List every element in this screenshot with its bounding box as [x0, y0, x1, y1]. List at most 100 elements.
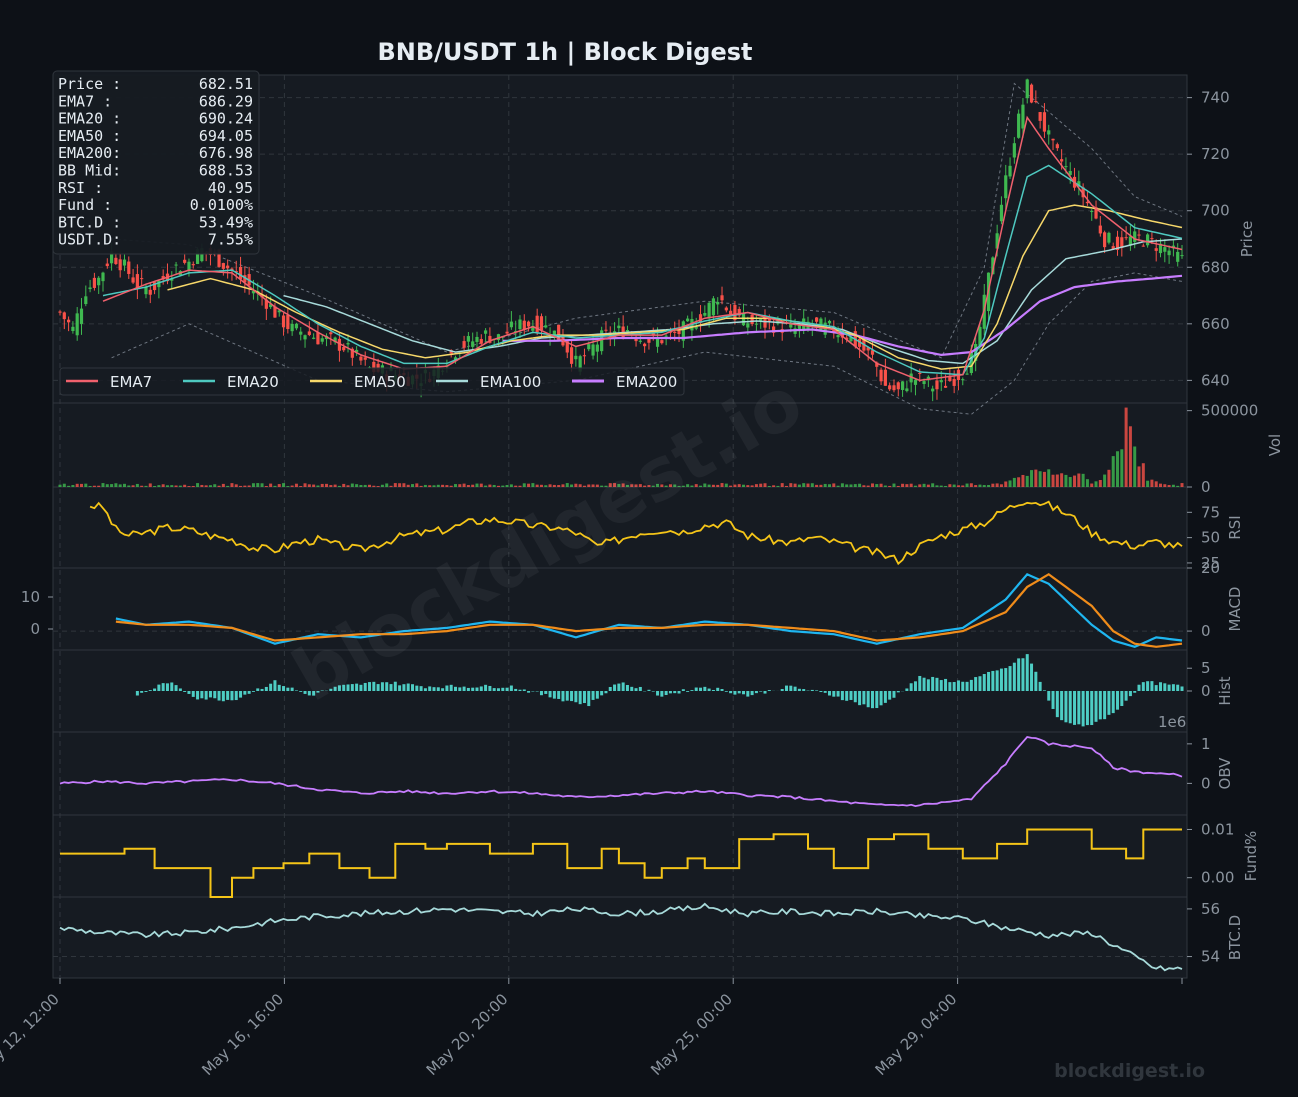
candle-body	[1034, 101, 1038, 103]
volume-bar	[630, 484, 634, 487]
hist-bar	[785, 685, 789, 691]
candle-body	[1146, 234, 1150, 246]
volume-bar	[664, 485, 668, 487]
candle-body	[935, 380, 939, 390]
candle-body	[329, 332, 333, 335]
volume-bar	[337, 485, 341, 487]
hist-bar	[458, 687, 462, 691]
hist-bar	[346, 684, 350, 691]
volume-bar	[1085, 479, 1089, 487]
hist-bar	[165, 683, 169, 691]
volume-bar	[875, 484, 879, 487]
volume-bar	[1081, 473, 1085, 487]
volume-bar	[888, 485, 892, 487]
candle-body	[587, 344, 591, 350]
hist-bar	[1085, 691, 1089, 726]
volume-bar	[1150, 479, 1154, 487]
volume-bar	[79, 483, 83, 487]
candle-body	[694, 326, 698, 329]
volume-bar	[411, 484, 415, 487]
candle-body	[686, 318, 690, 322]
volume-bar	[509, 484, 513, 487]
candle-body	[943, 385, 948, 388]
volume-bar	[170, 485, 174, 487]
volume-bar	[840, 483, 844, 487]
volume-bar	[204, 485, 208, 487]
legend-box	[59, 367, 685, 396]
hist-bar	[832, 691, 836, 697]
volume-bar	[574, 483, 578, 487]
volume-bar	[531, 483, 535, 487]
volume-bar	[118, 484, 122, 487]
candle-body	[118, 259, 122, 271]
candle-body	[122, 259, 127, 266]
volume-bar	[157, 485, 161, 487]
volume-bar	[539, 484, 543, 487]
hist-bar	[866, 691, 870, 708]
candle-body	[965, 373, 969, 375]
hist-bar	[342, 684, 346, 691]
hist-bar	[780, 689, 784, 691]
volume-bar	[243, 485, 247, 487]
candle-body	[505, 331, 509, 334]
candle-body	[518, 319, 522, 330]
volume-bar	[737, 484, 741, 487]
volume-bar	[772, 485, 776, 487]
volume-bar	[720, 483, 724, 487]
hist-bar	[742, 691, 746, 695]
hist-bar	[625, 685, 629, 691]
volume-bar	[299, 485, 303, 487]
volume-bar	[561, 484, 565, 487]
y-tick-label: 50	[1201, 529, 1220, 547]
hist-bar	[1159, 682, 1163, 691]
candle-body	[449, 350, 453, 354]
hist-bar	[1154, 685, 1158, 691]
candle-body	[531, 325, 535, 331]
hist-bar	[1012, 662, 1016, 691]
candle-body	[269, 304, 273, 308]
y-tick-label: 720	[1201, 145, 1230, 163]
volume-bar	[608, 483, 612, 487]
volume-bar	[247, 485, 251, 487]
volume-bar	[849, 484, 853, 487]
hist-bar	[1171, 684, 1175, 691]
candle-body	[170, 279, 174, 281]
hist-bar	[492, 688, 496, 691]
info-label: EMA7 :	[58, 92, 112, 110]
volume-bar	[1128, 426, 1132, 487]
volume-bar	[1055, 474, 1059, 487]
hist-bar	[1141, 682, 1145, 691]
hist-bar	[466, 687, 470, 691]
hist-bar	[956, 680, 960, 691]
volume-bar	[333, 484, 337, 487]
hist-bar	[174, 685, 178, 691]
volume-bar	[127, 485, 131, 487]
volume-bar	[393, 483, 397, 487]
volume-bar	[161, 484, 165, 487]
candle-body	[866, 347, 870, 351]
hist-bar	[1176, 684, 1180, 691]
volume-bar	[694, 484, 698, 487]
y-tick-label: 740	[1201, 89, 1230, 107]
volume-bar	[643, 485, 647, 487]
volume-bar	[131, 485, 135, 487]
volume-bar	[174, 485, 178, 487]
volume-bar	[514, 485, 518, 487]
candle-body	[673, 331, 677, 333]
volume-bar	[518, 485, 522, 487]
hist-bar	[720, 689, 724, 691]
volume-bar	[600, 485, 604, 487]
candle-body	[1025, 79, 1029, 99]
candle-body	[1042, 112, 1047, 132]
candle-body	[350, 348, 354, 358]
volume-bar	[221, 483, 225, 487]
hist-bar	[1137, 684, 1141, 691]
volume-bar	[1047, 469, 1051, 487]
volume-bar	[1068, 477, 1072, 487]
hist-bar	[441, 688, 445, 691]
candle-body	[578, 356, 582, 372]
candle-body	[114, 257, 118, 265]
hist-bar	[905, 688, 909, 691]
volume-bar	[110, 484, 114, 487]
volume-bar	[1042, 471, 1046, 487]
